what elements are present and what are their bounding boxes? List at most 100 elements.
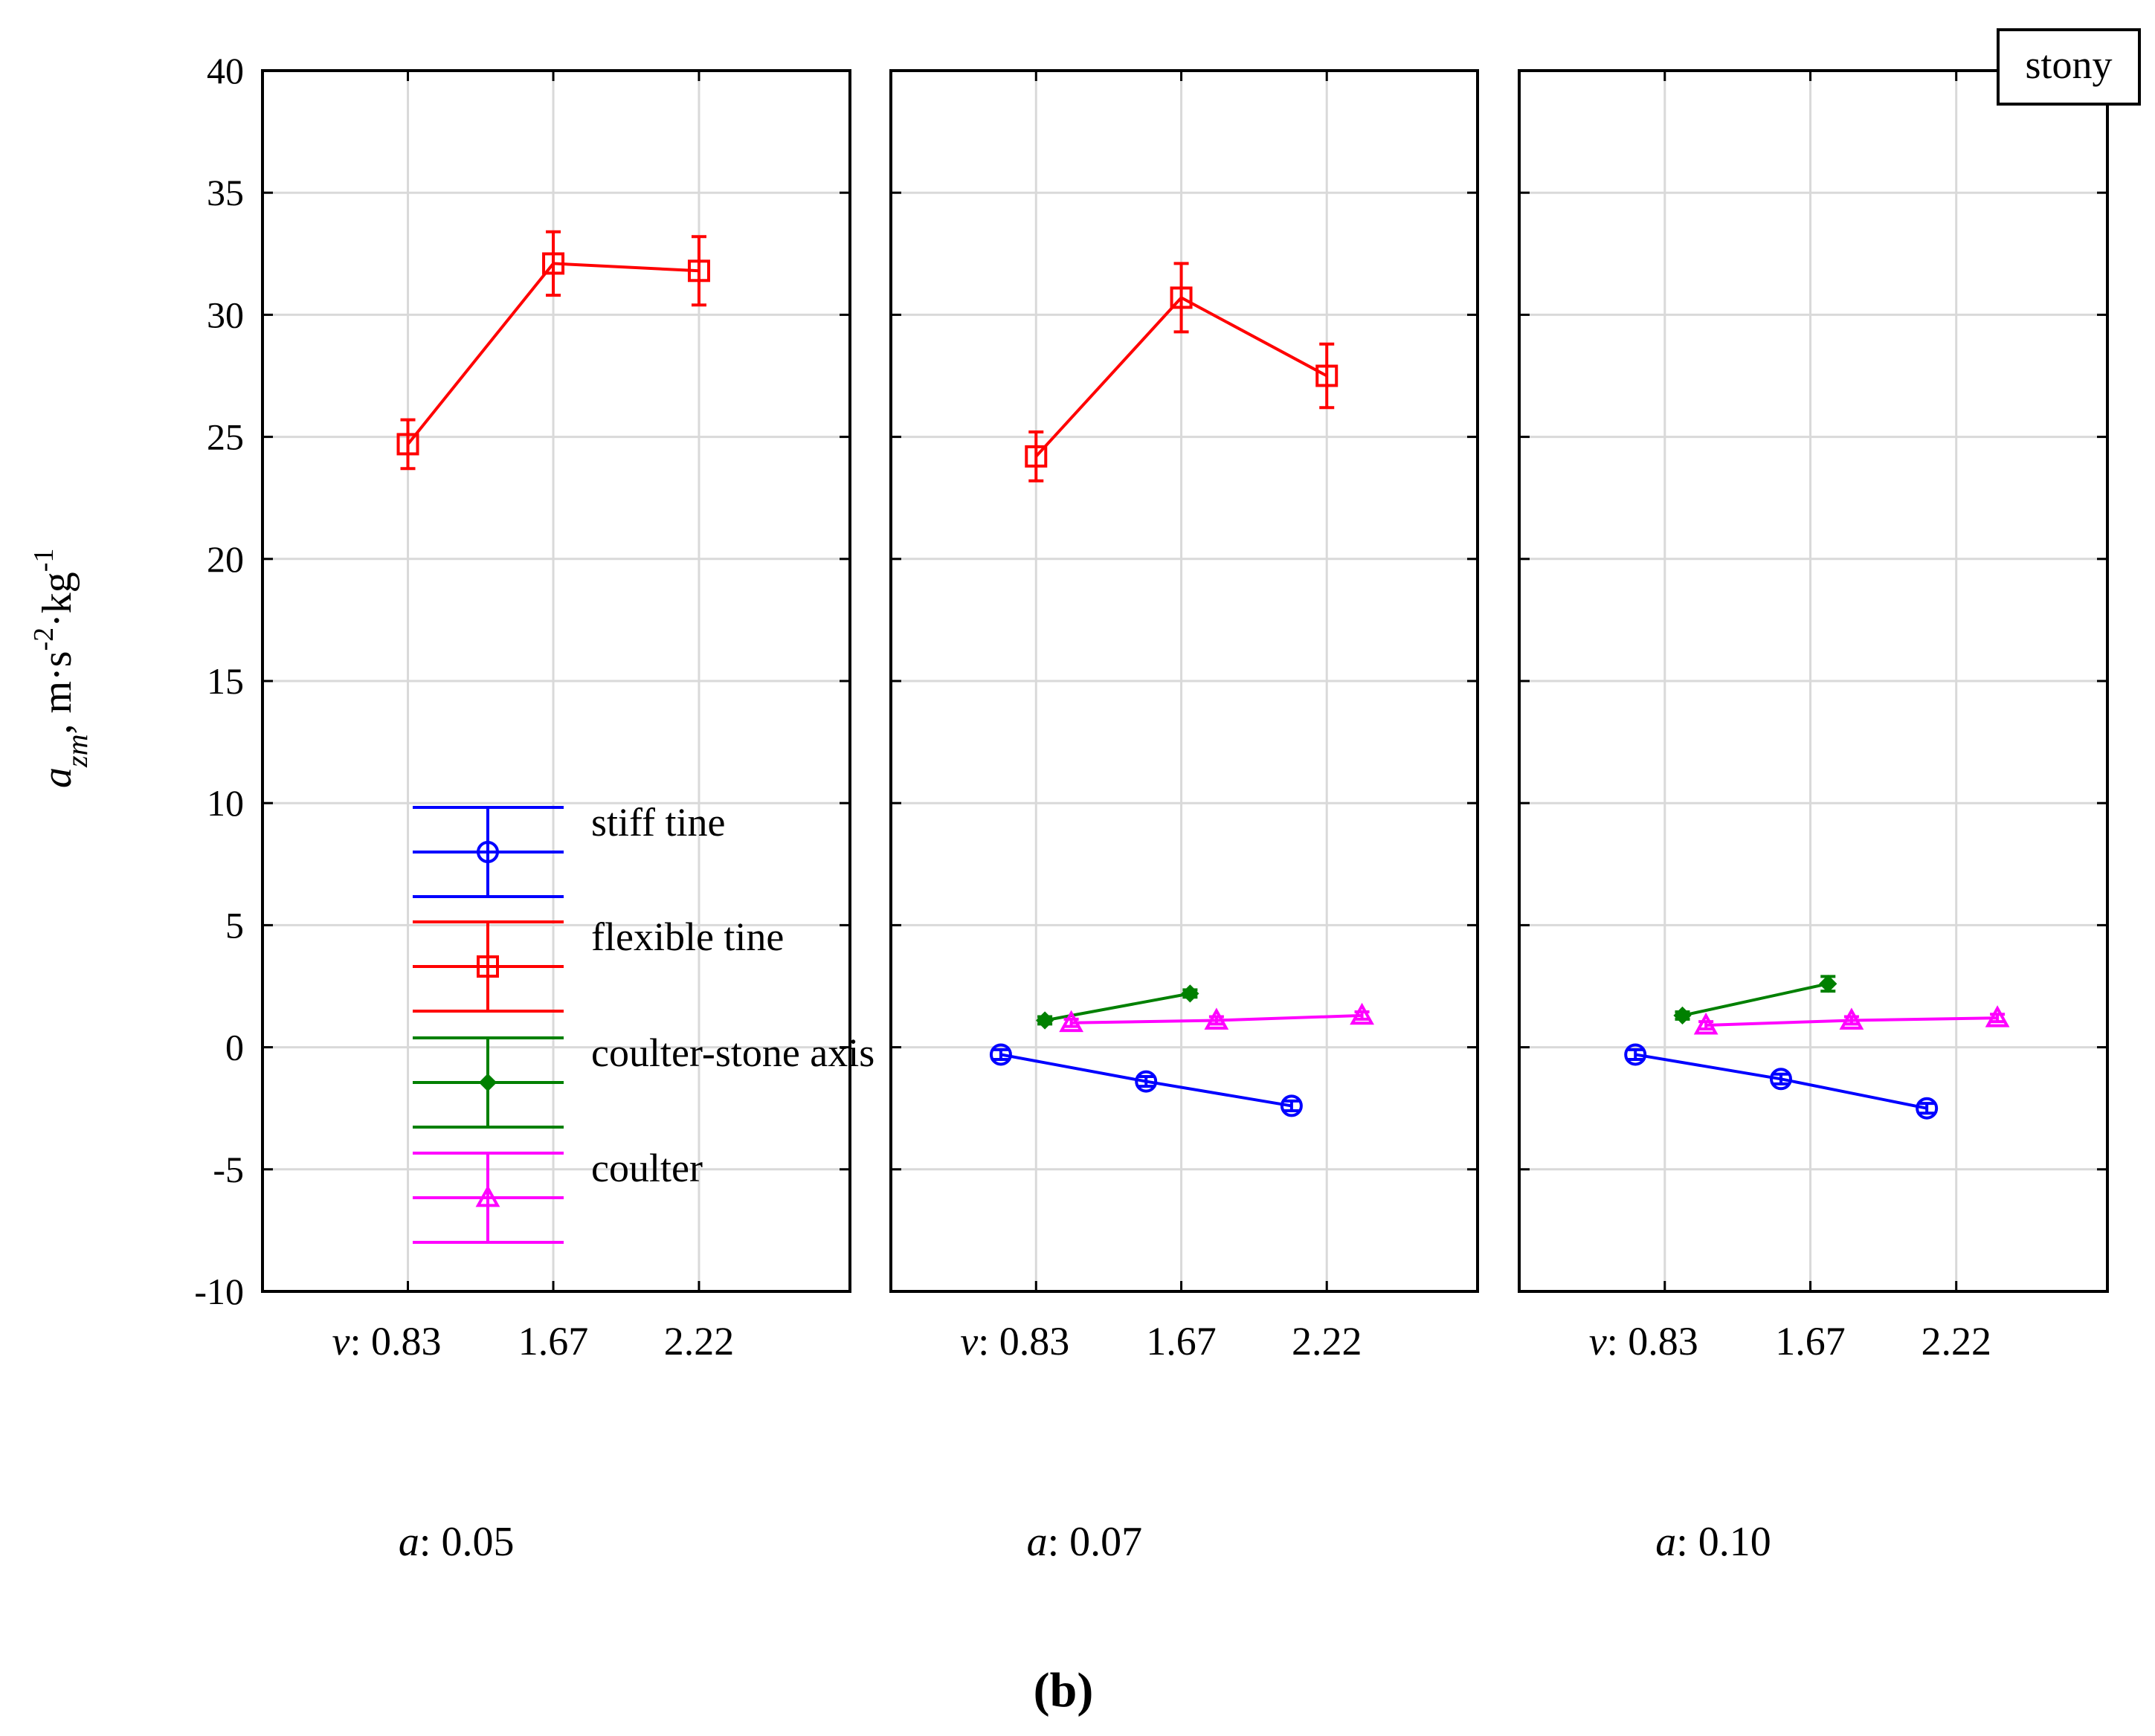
data-point bbox=[1315, 364, 1339, 387]
series-coulter bbox=[1693, 1005, 2010, 1035]
y-label-mid: ·kg bbox=[34, 572, 80, 627]
y-tick-label: 5 bbox=[225, 904, 244, 946]
series-stiff-tine bbox=[989, 1043, 1303, 1117]
data-point bbox=[1059, 1010, 1084, 1033]
legend-entry-coulter: coulter bbox=[413, 1146, 703, 1244]
data-point bbox=[989, 1043, 1012, 1066]
legend-label: coulter-stone axis bbox=[591, 1030, 874, 1075]
x-tick-label: 1.67 bbox=[1146, 1319, 1217, 1364]
panel-frame bbox=[1518, 69, 2109, 1293]
panel-factor-name: a bbox=[399, 1519, 419, 1565]
x-tick-label: 2.22 bbox=[664, 1319, 735, 1364]
series-line bbox=[1044, 992, 1191, 1022]
panel-frame bbox=[889, 69, 1479, 1293]
x-tick-label: 2.22 bbox=[1921, 1319, 1991, 1364]
panel-2: v: 0.83 1.67 2.22 a: 0.07 bbox=[889, 69, 1479, 1565]
x-tick-label: 1.67 bbox=[518, 1319, 589, 1364]
legend-marker bbox=[477, 955, 499, 978]
x-tick-label: v: 0.83 bbox=[960, 1319, 1069, 1364]
y-label-symbol: a bbox=[34, 767, 80, 788]
y-label-units: , m·s bbox=[34, 651, 80, 735]
y-axis-label: azm, m·s-2·kg-1 bbox=[28, 549, 94, 788]
y-tick-label: -10 bbox=[194, 1271, 244, 1312]
panel-factor-name: a bbox=[1027, 1519, 1048, 1565]
legend-marker bbox=[477, 841, 499, 863]
data-point bbox=[396, 433, 419, 456]
y-label-subscript: zm bbox=[60, 735, 94, 768]
data-point bbox=[1204, 1007, 1229, 1030]
condition-label-box: stony bbox=[1997, 28, 2141, 106]
data-point bbox=[1916, 1097, 1939, 1120]
panel-3: v: 0.83 1.67 2.22 a: 0.10 bbox=[1518, 69, 2109, 1565]
data-point bbox=[1985, 1005, 2010, 1027]
y-tick-label: 15 bbox=[207, 660, 244, 702]
panel-factor-label: a: 0.07 bbox=[1027, 1519, 1143, 1565]
data-point bbox=[1819, 975, 1837, 993]
legend-label: stiff tine bbox=[591, 800, 725, 845]
x-factor-name: v bbox=[960, 1319, 978, 1364]
x-tick-label: 2.22 bbox=[1292, 1319, 1362, 1364]
panel-label: (b) bbox=[1034, 1663, 1094, 1717]
panel-factor-value: : 0.07 bbox=[1048, 1519, 1143, 1565]
y-tick-label: 10 bbox=[207, 782, 244, 824]
data-point bbox=[1181, 984, 1199, 1003]
y-label-exp2: -1 bbox=[28, 549, 59, 572]
data-point bbox=[687, 259, 710, 283]
y-tick-label: 30 bbox=[207, 294, 244, 335]
data-point bbox=[1280, 1094, 1303, 1117]
y-tick-label: 20 bbox=[207, 538, 244, 580]
data-point bbox=[1839, 1007, 1864, 1030]
legend-entry-coulter-stone-axis: coulter-stone axis bbox=[413, 1030, 874, 1129]
x-factor-name: v bbox=[332, 1319, 350, 1364]
data-point bbox=[1135, 1070, 1158, 1093]
x-factor-suffix: : 0.83 bbox=[1607, 1319, 1698, 1364]
y-tick-label: 25 bbox=[207, 416, 244, 458]
series-stiff-tine bbox=[1624, 1043, 1939, 1120]
x-tick-label: 1.67 bbox=[1775, 1319, 1846, 1364]
legend: stiff tine flexible tine coulter-stone axi… bbox=[413, 800, 874, 1244]
legend-label: coulter bbox=[591, 1146, 703, 1190]
data-point bbox=[1350, 1002, 1374, 1025]
panel-factor-label: a: 0.10 bbox=[1655, 1519, 1771, 1565]
legend-entry-flexible-tine: flexible tine bbox=[413, 914, 784, 1013]
series-line bbox=[1682, 982, 1829, 1017]
y-tick-label: 40 bbox=[207, 50, 244, 91]
series-coulter bbox=[1059, 1002, 1374, 1033]
panel-factor-label: a: 0.05 bbox=[399, 1519, 515, 1565]
panel-factor-name: a bbox=[1655, 1519, 1676, 1565]
data-point bbox=[1673, 1006, 1692, 1025]
series-coulter-stone-axis bbox=[1673, 975, 1837, 1025]
series-flexible-tine bbox=[396, 230, 710, 471]
data-point bbox=[1769, 1068, 1792, 1091]
data-point bbox=[1624, 1043, 1647, 1066]
data-point bbox=[1170, 286, 1193, 309]
legend-marker bbox=[478, 1073, 497, 1092]
condition-text: stony bbox=[2025, 42, 2112, 87]
x-factor-suffix: : 0.83 bbox=[978, 1319, 1069, 1364]
condition-box bbox=[1997, 28, 2141, 106]
data-point bbox=[1035, 1011, 1054, 1030]
x-tick-label: v: 0.83 bbox=[332, 1319, 442, 1364]
x-factor-suffix: : 0.83 bbox=[350, 1319, 442, 1364]
x-factor-name: v bbox=[1589, 1319, 1607, 1364]
panel-frame bbox=[261, 69, 851, 1293]
legend-entry-stiff-tine: stiff tine bbox=[413, 800, 725, 898]
panel-factor-value: : 0.05 bbox=[419, 1519, 515, 1565]
y-axis-title: azm, m·s-2·kg-1 bbox=[28, 549, 94, 788]
panel-factor-value: : 0.10 bbox=[1676, 1519, 1771, 1565]
y-tick-label: 0 bbox=[225, 1027, 244, 1068]
data-point bbox=[542, 252, 565, 275]
legend-marker bbox=[475, 1184, 500, 1207]
legend-label: flexible tine bbox=[591, 914, 784, 959]
y-label-exp1: -2 bbox=[28, 627, 59, 651]
x-tick-label: v: 0.83 bbox=[1589, 1319, 1698, 1364]
series-flexible-tine bbox=[1025, 262, 1339, 483]
y-tick-label: 35 bbox=[207, 172, 244, 213]
series-coulter-stone-axis bbox=[1035, 984, 1199, 1030]
data-point bbox=[1693, 1012, 1718, 1035]
data-point bbox=[1025, 445, 1048, 468]
y-tick-label: -5 bbox=[213, 1149, 244, 1190]
